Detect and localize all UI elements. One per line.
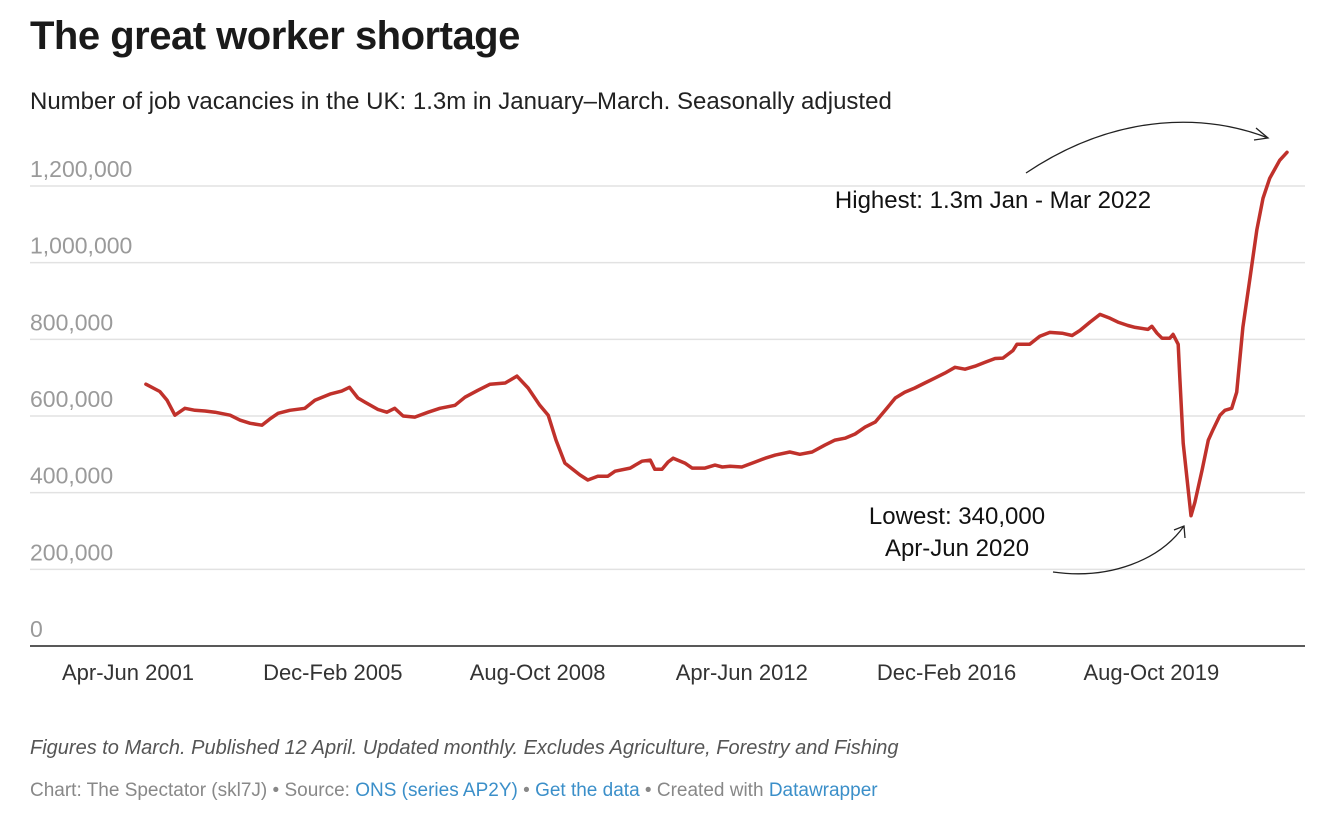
separator: • — [267, 780, 285, 801]
separator: • — [517, 780, 536, 801]
y-tick-label: 1,200,000 — [30, 156, 132, 182]
annotation-arrow — [1052, 525, 1185, 575]
annotation-lowest: Lowest: 340,000 Apr-Jun 2020 — [869, 503, 1186, 575]
y-tick-label: 400,000 — [30, 463, 113, 489]
annotation-lowest-line1: Lowest: 340,000 — [869, 503, 1045, 530]
annotation-lowest-line2: Apr-Jun 2020 — [885, 535, 1029, 562]
x-tick-label: Aug-Oct 2019 — [1083, 660, 1219, 685]
x-tick-label: Dec-Feb 2005 — [263, 660, 402, 685]
x-tick-label: Aug-Oct 2008 — [470, 660, 606, 685]
x-tick-label: Dec-Feb 2016 — [877, 660, 1016, 685]
arrowhead-icon — [1173, 525, 1186, 539]
x-tick-label: Apr-Jun 2001 — [62, 660, 194, 685]
get-data-link[interactable]: Get the data — [535, 780, 640, 801]
separator: • — [639, 780, 657, 801]
source-label: Source: — [284, 780, 356, 801]
y-tick-label: 200,000 — [30, 539, 113, 565]
annotation-arrow — [1025, 121, 1269, 174]
y-tick-label: 1,000,000 — [30, 233, 132, 259]
y-tick-label: 600,000 — [30, 386, 113, 412]
arrowhead-icon — [1253, 127, 1270, 141]
y-tick-label: 0 — [30, 616, 43, 642]
annotation-highest: Highest: 1.3m Jan - Mar 2022 — [835, 121, 1270, 214]
datawrapper-link[interactable]: Datawrapper — [768, 780, 878, 801]
annotation-highest-text: Highest: 1.3m Jan - Mar 2022 — [835, 187, 1151, 214]
chart-subtitle: Number of job vacancies in the UK: 1.3m … — [30, 88, 892, 115]
created-with-label: Created with — [656, 780, 769, 801]
line-chart: 0 200,000 400,000 600,000 800,000 1,000,000 1,… — [30, 121, 1305, 685]
y-tick-label: 800,000 — [30, 309, 113, 335]
chart-note: Figures to March. Published 12 April. Up… — [30, 737, 899, 759]
chart-source-line: Chart: The Spectator (skl7J) • Source: O… — [30, 780, 878, 802]
source-link[interactable]: ONS (series AP2Y) — [355, 780, 518, 801]
chart-credit: Chart: The Spectator (skl7J) — [30, 780, 268, 801]
series-line-job-vacancies — [144, 150, 1289, 518]
chart-title: The great worker shortage — [30, 14, 520, 58]
x-tick-label: Apr-Jun 2012 — [676, 660, 808, 685]
